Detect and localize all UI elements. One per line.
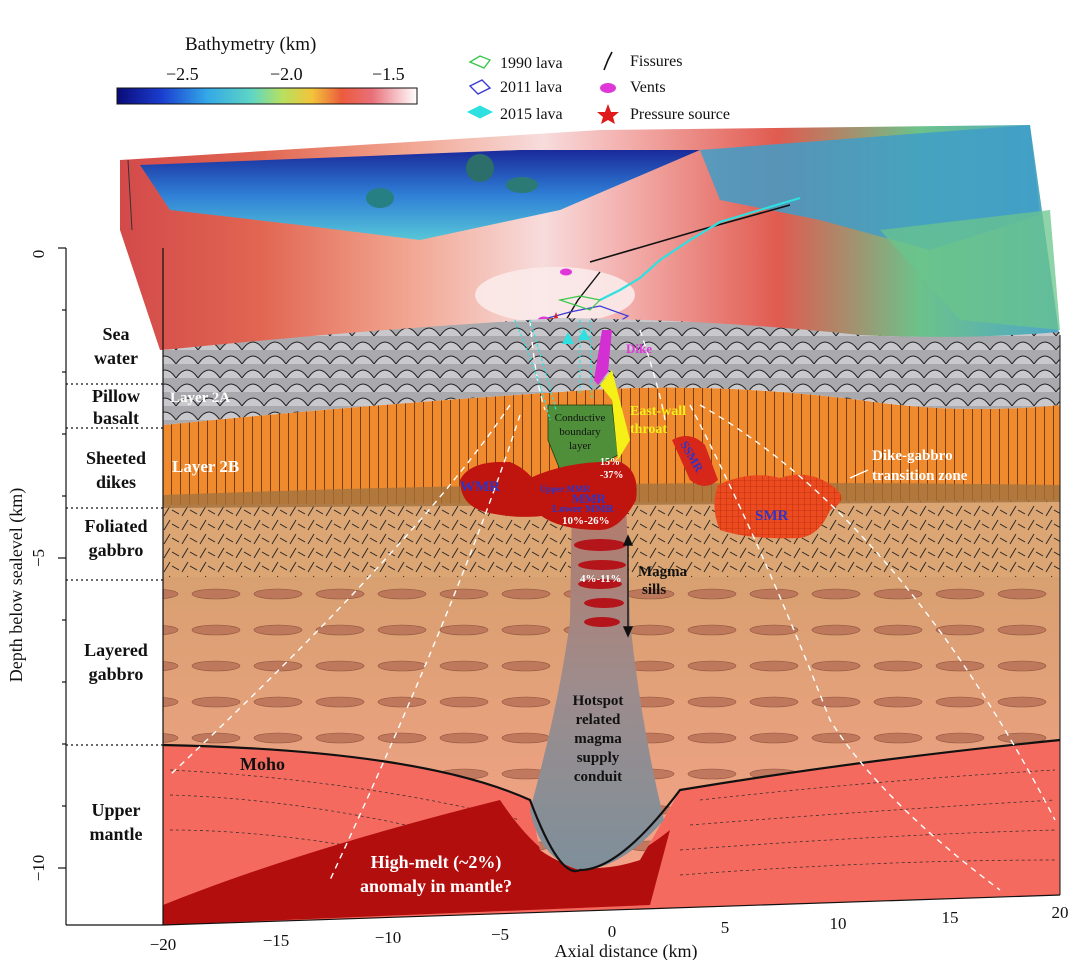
legend-lava-2011: 2011 lava xyxy=(500,79,562,96)
layer-name: dikes xyxy=(96,472,136,492)
layer-names: Sea water Pillow basalt Sheeted dikes Fo… xyxy=(84,324,148,844)
colorbar-tick: −2.5 xyxy=(166,64,199,84)
legend-lava-1990: 1990 lava xyxy=(500,55,563,72)
bathymetry-surface xyxy=(120,125,1060,350)
magma-sills-arrow xyxy=(622,534,634,638)
transition-pointer xyxy=(849,469,869,479)
layer-name: water xyxy=(94,348,138,368)
cyan-arrow xyxy=(578,328,590,340)
layer-2b-label: Layer 2B xyxy=(172,457,239,476)
hotspot-label: magma xyxy=(574,731,622,747)
layer-name: Foliated xyxy=(85,516,148,536)
legend: 1990 lava 2011 lava 2015 lava Fissures V… xyxy=(466,51,730,124)
layer-name: Upper xyxy=(92,800,141,820)
ssmr-body xyxy=(672,436,718,486)
lava-2015-icon xyxy=(466,105,494,119)
hotspot-label: supply xyxy=(577,750,620,766)
lava-1990-icon xyxy=(468,55,492,69)
x-tick: −15 xyxy=(263,931,290,950)
layer-name: gabbro xyxy=(89,664,144,684)
magma-sills-label: sills xyxy=(642,582,666,598)
upper-pct: 15% xyxy=(600,457,620,468)
upper-pct: -37% xyxy=(600,470,623,481)
layer-name: Layered xyxy=(84,640,148,660)
layer-name: mantle xyxy=(90,824,143,844)
conductive-label: layer xyxy=(569,440,591,452)
layer-name: Pillow xyxy=(92,386,140,406)
legend-lava-2015: 2015 lava xyxy=(500,106,563,123)
high-melt-anomaly xyxy=(163,800,670,925)
lower-pct: 10%-26% xyxy=(562,515,610,527)
mmr-label: MMR xyxy=(572,491,607,506)
vent-icon xyxy=(600,83,616,93)
magma-supply-conduit xyxy=(530,500,664,870)
section-annotations: Layer 2A Layer 2B Dike Conductive bounda… xyxy=(170,341,968,896)
x-tick: −20 xyxy=(150,935,177,954)
east-wall-label: throat xyxy=(630,422,667,437)
layer-2a-label: Layer 2A xyxy=(170,390,230,406)
layer-name: basalt xyxy=(93,408,139,428)
moho-line xyxy=(162,738,1061,873)
cyan-arrow xyxy=(562,332,574,344)
legend-pressure-source: Pressure source xyxy=(630,106,730,123)
high-melt-label: High-melt (~2%) xyxy=(371,852,502,873)
magma-sills-label: Magma xyxy=(638,564,688,580)
colorbar-tick: −2.0 xyxy=(270,64,303,84)
colorbar-title: Bathymetry (km) xyxy=(185,34,316,55)
dike xyxy=(594,330,612,385)
east-wall-label: East-wall xyxy=(630,404,686,419)
east-wall-throat xyxy=(600,370,630,460)
x-tick: −5 xyxy=(491,925,509,944)
layer-boundaries xyxy=(66,383,163,746)
magma-sills xyxy=(574,539,626,627)
thermal-dashed-lines xyxy=(169,319,1056,891)
y-axis-label: Depth below sealevel (km) xyxy=(6,488,27,682)
wmr-label: WMR xyxy=(460,479,500,495)
hotspot-label: Hotspot xyxy=(573,693,624,709)
upper-mmr-label: Upper MMR xyxy=(540,484,591,494)
sills-pct: 4%-11% xyxy=(580,573,622,585)
x-axis-label: Axial distance (km) xyxy=(555,941,698,960)
pressure-source-icon xyxy=(597,104,619,124)
x-tick: −10 xyxy=(375,928,402,947)
layer-name: Sea xyxy=(103,324,130,344)
x-tick: 20 xyxy=(1052,903,1069,922)
depth-axis xyxy=(58,247,67,925)
fissure-icon xyxy=(603,51,613,71)
lava-feeder-lines xyxy=(514,319,593,421)
smr-label: SMR xyxy=(755,508,789,524)
legend-vents: Vents xyxy=(630,79,666,96)
smr-body xyxy=(714,474,842,539)
dike-label: Dike xyxy=(626,341,652,356)
moho-label: Moho xyxy=(240,754,285,774)
high-melt-label: anomaly in mantle? xyxy=(360,876,512,896)
layer-name: gabbro xyxy=(89,540,144,560)
y-tick: −10 xyxy=(29,855,48,882)
conductive-label: boundary xyxy=(559,426,601,438)
conductive-label: Conductive xyxy=(555,412,606,424)
wmr-body xyxy=(460,461,548,517)
dike-gabbro-label: Dike-gabbro xyxy=(872,448,953,464)
x-tick: 0 xyxy=(608,922,617,941)
legend-fissures: Fissures xyxy=(630,53,682,70)
lower-mmr-label: Lower MMR xyxy=(552,503,615,515)
colorbar xyxy=(116,87,418,105)
mmr-body xyxy=(530,461,637,530)
x-tick: 15 xyxy=(942,908,959,927)
y-tick: 0 xyxy=(29,250,48,259)
dike-gabbro-label: transition zone xyxy=(872,468,968,484)
colorbar-tick: −1.5 xyxy=(372,64,405,84)
lava-2011-icon xyxy=(468,79,492,95)
hotspot-label: conduit xyxy=(574,769,622,785)
x-tick: 10 xyxy=(830,914,847,933)
x-tick: 5 xyxy=(721,918,730,937)
hotspot-label: related xyxy=(576,712,621,728)
vent-marker xyxy=(560,268,572,276)
layer-name: Sheeted xyxy=(86,448,146,468)
section-bottom-edge xyxy=(162,894,1061,926)
y-tick: −5 xyxy=(29,549,48,567)
